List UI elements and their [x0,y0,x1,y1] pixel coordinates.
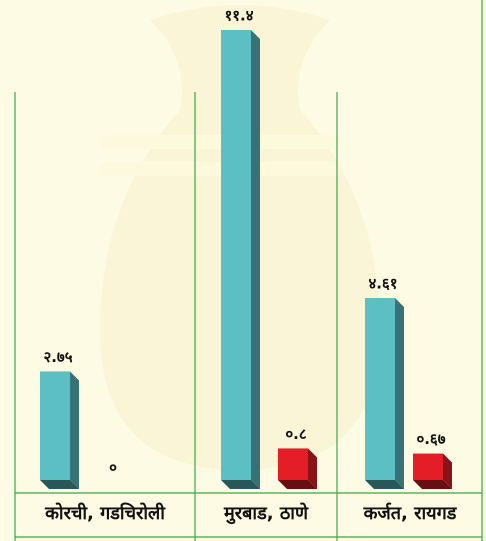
x-tick-label: कर्जत, रायगड [363,502,458,524]
bar-side [251,30,260,489]
x-tick-label: मुरबाड, ठाणे [223,502,309,525]
data-label: ०.६७ [416,430,445,448]
bar [40,371,70,480]
bar [221,30,251,480]
data-label: ११.४ [224,7,253,25]
bar-side [395,298,404,489]
x-tick-label: कोरची, गडचिरोली [44,502,166,524]
page: कोरची, गडचिरोली मुरबाड, ठाणे कर्जत, रायगड २… [0,0,486,541]
data-label: ०.८ [285,425,306,443]
data-label: ४.६१ [368,275,397,293]
data-label: ० [109,459,117,477]
bar-side [70,371,79,489]
data-label: २.७५ [43,348,72,366]
bar [278,448,308,480]
chart: कोरची, गडचिरोली मुरबाड, ठाणे कर्जत, रायगड २… [0,0,486,541]
bar [365,298,395,480]
bar [413,454,443,480]
